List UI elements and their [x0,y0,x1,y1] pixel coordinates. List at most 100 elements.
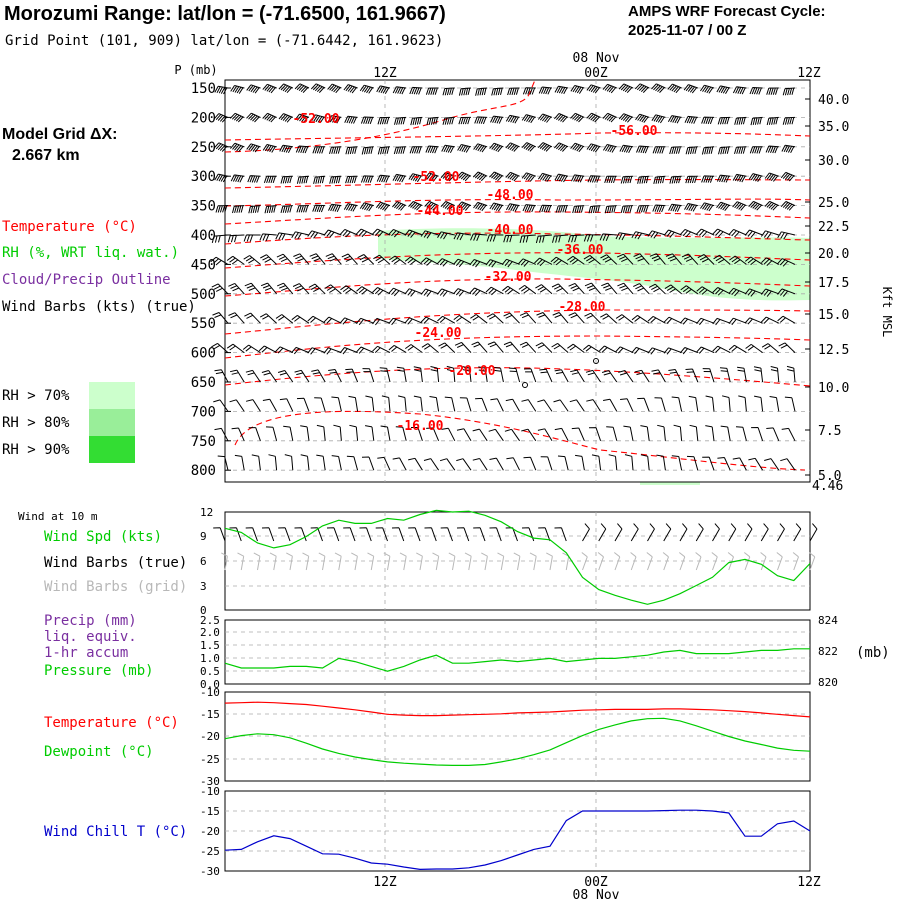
isotherm-label: -52.00 [293,112,340,127]
grid-wind-barb [613,552,621,571]
upper-wind-barb [749,87,763,95]
pressure-tick-label: 800 [191,463,216,479]
upper-wind-barb [456,458,472,471]
upper-wind-barb [329,175,342,184]
upper-wind-barb [728,317,747,326]
upper-wind-barb [339,347,358,355]
upper-wind-barb [684,115,698,124]
upper-wind-barb [620,398,634,412]
grid-wind-barb [367,552,375,571]
grid-wind-barb [597,552,604,571]
upper-wind-barb [601,282,618,295]
precip-panel-frame [224,619,811,685]
upper-wind-barb [279,144,293,154]
isotherm-line [224,232,811,245]
height-tick-label: 35.0 [818,120,849,135]
upper-wind-barb [782,87,796,96]
grid-wind-barb [448,552,456,571]
upper-wind-barb [379,367,391,383]
upper-wind-barb [519,341,537,353]
top-time-tick-label: 12Z [797,66,821,81]
upper-wind-barb [245,399,261,412]
isotherm-line [224,278,811,297]
upper-wind-barb [294,113,310,123]
upper-wind-barb [586,143,601,153]
upper-wind-barb [283,425,294,441]
upper-wind-barb [696,317,715,326]
grid-wind-barb [481,552,488,571]
upper-wind-barb [606,426,618,441]
upper-wind-barb [552,234,569,243]
upper-wind-barb [388,287,407,297]
grid-wind-barb [630,552,637,571]
upper-wind-barb [618,370,634,383]
upper-wind-barb [359,202,374,212]
pressure-axis-label: P (mb) [174,63,217,77]
surface-wind-barb [359,527,372,542]
upper-wind-barb [294,83,310,93]
upper-wind-barb [230,85,245,94]
upper-wind-barb [441,427,456,442]
upper-wind-barb [440,172,455,182]
upper-wind-barb [615,346,634,354]
upper-wind-barb [668,203,682,212]
upper-wind-barb [517,258,537,267]
upper-wind-barb [325,253,342,265]
upper-wind-barb [508,367,521,383]
upper-wind-barb [685,368,699,383]
temp-panel-ytick-label: -15 [200,708,220,721]
precip-panel-ytick-label: 2.0 [200,626,220,639]
wind-panel-ytick-label: 3 [200,580,207,593]
surface-height-label: 4.46 [812,479,843,494]
upper-wind-barb [333,424,342,441]
upper-wind-barb [275,232,293,241]
upper-wind-barb [229,369,245,383]
upper-wind-barb [473,201,488,212]
precip-panel-ytick-label: 0.5 [200,665,220,678]
upper-wind-barb [647,230,666,239]
surface-wind-barb [278,527,291,542]
upper-wind-barb [459,397,472,412]
grid-wind-barb [808,552,816,571]
upper-wind-barb [777,258,796,267]
windchill-line [224,809,811,871]
upper-wind-barb [392,457,407,471]
bottom-time-tick-label: 12Z [373,875,397,890]
upper-wind-barb [745,343,763,354]
upper-wind-barb [686,455,699,471]
upper-wind-barb [261,370,278,383]
upper-wind-barb [754,395,764,412]
upper-wind-barb [631,231,650,240]
upper-wind-barb [585,369,602,383]
upper-wind-barb [732,457,747,471]
upper-wind-barb [555,205,569,213]
upper-wind-barb [636,145,650,154]
upper-wind-barb [657,424,666,441]
upper-wind-barb [505,171,520,182]
upper-wind-barb [456,201,472,211]
upper-wind-barb [469,259,488,268]
upper-wind-barb [766,427,780,441]
upper-wind-barb [486,234,504,242]
upper-wind-barb [296,205,310,213]
upper-wind-barb [345,175,358,184]
upper-wind-barb [331,396,342,412]
upper-wind-barb [568,312,585,324]
upper-wind-barb [781,427,796,442]
upper-wind-barb [277,370,294,383]
upper-wind-barb [211,234,229,244]
upper-wind-barb [474,116,488,125]
isotherm-label: -40.00 [487,223,534,238]
upper-wind-barb [568,282,585,295]
upper-wind-barb [279,398,294,412]
upper-wind-barb [653,175,666,185]
upper-wind-barb [719,367,731,383]
upper-wind-barb [586,399,602,412]
upper-wind-barb [760,316,780,324]
upper-wind-barb [242,344,261,354]
upper-wind-barb [262,144,277,153]
upper-wind-barb [349,424,359,441]
upper-wind-barb [587,175,601,183]
pressure-tick-label: 400 [191,228,216,244]
surface-wind-barb [473,527,486,542]
